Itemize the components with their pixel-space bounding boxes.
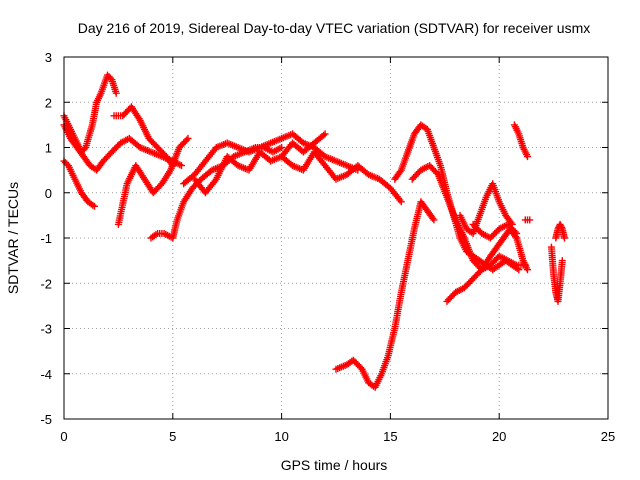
- y-axis-label: SDTVAR / TECUs: [5, 182, 21, 294]
- data-point: [511, 228, 519, 236]
- data-point: [80, 145, 88, 153]
- series-arc-15: [469, 220, 521, 242]
- series-arc-19: [552, 220, 568, 242]
- data-point: [278, 144, 286, 151]
- y-tick-label: -4: [40, 367, 52, 382]
- x-tick-label: 0: [60, 429, 67, 444]
- chart-title: Day 216 of 2019, Sidereal Day-to-day VTE…: [78, 20, 591, 36]
- data-point: [320, 131, 328, 139]
- y-tick-label: -3: [40, 322, 52, 337]
- series-arc-9: [278, 148, 405, 206]
- grid-lines: [64, 57, 608, 419]
- x-tick-label: 5: [169, 429, 176, 444]
- data-point: [321, 130, 329, 138]
- data-point: [430, 216, 438, 224]
- data-point: [183, 136, 191, 144]
- data-point: [513, 230, 521, 237]
- y-tick-labels: -5 -4 -3 -2 -1 0 1 2 3: [40, 50, 52, 427]
- y-tick-label: 2: [45, 95, 52, 110]
- y-tick-label: -2: [40, 276, 52, 291]
- x-tick-label: 15: [383, 429, 397, 444]
- x-tick-label: 20: [492, 429, 506, 444]
- x-tick-label: 25: [601, 429, 615, 444]
- series-arc-17: [521, 216, 534, 224]
- series-arc-10: [332, 198, 438, 391]
- series-arc-16: [510, 121, 531, 161]
- data-point: [524, 266, 531, 274]
- series-arc-12: [408, 162, 529, 274]
- data-point: [397, 198, 405, 206]
- series-arc-5: [114, 134, 192, 228]
- y-tick-label: -5: [40, 412, 52, 427]
- y-tick-label: 1: [45, 141, 52, 156]
- y-tick-label: -1: [40, 231, 52, 246]
- data-point: [558, 257, 566, 265]
- data-point: [524, 153, 531, 161]
- data-point: [429, 214, 437, 222]
- axis-ticks: [63, 56, 609, 420]
- y-tick-label: 3: [45, 50, 52, 65]
- data-point: [184, 134, 192, 142]
- y-tick-label: 0: [45, 186, 52, 201]
- data-points: [60, 71, 568, 391]
- data-point: [112, 89, 120, 97]
- series-arc-1: [60, 71, 120, 156]
- series-arc-14: [456, 180, 516, 237]
- series-arc-4: [110, 103, 177, 170]
- series-arc-2: [60, 121, 185, 174]
- data-point: [178, 162, 185, 170]
- x-tick-label: 10: [274, 429, 288, 444]
- data-point: [561, 234, 568, 242]
- data-point: [91, 202, 98, 210]
- series-arc-18: [547, 243, 566, 305]
- data-point: [526, 216, 534, 224]
- x-tick-labels: 0 5 10 15 20 25: [60, 429, 615, 444]
- x-axis-label: GPS time / hours: [281, 457, 388, 473]
